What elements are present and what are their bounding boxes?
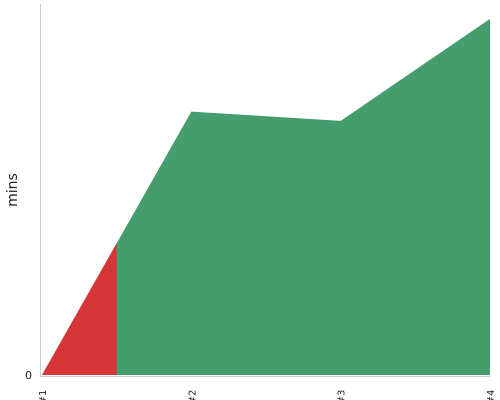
- x-tick-label: #3: [337, 390, 348, 400]
- y-tick-label: 0: [25, 369, 32, 382]
- plot-area: [42, 18, 490, 376]
- y-axis-label: mins: [5, 173, 21, 207]
- x-tick-label: #2: [187, 390, 198, 400]
- x-tick-label: #1: [38, 390, 49, 400]
- series-area: [42, 18, 490, 376]
- y-tick-labels: 0: [25, 369, 32, 382]
- x-tick-labels: #1 #2 #3 #4: [38, 390, 497, 400]
- x-tick-label: #4: [486, 390, 497, 400]
- highlight-area: [42, 243, 117, 375]
